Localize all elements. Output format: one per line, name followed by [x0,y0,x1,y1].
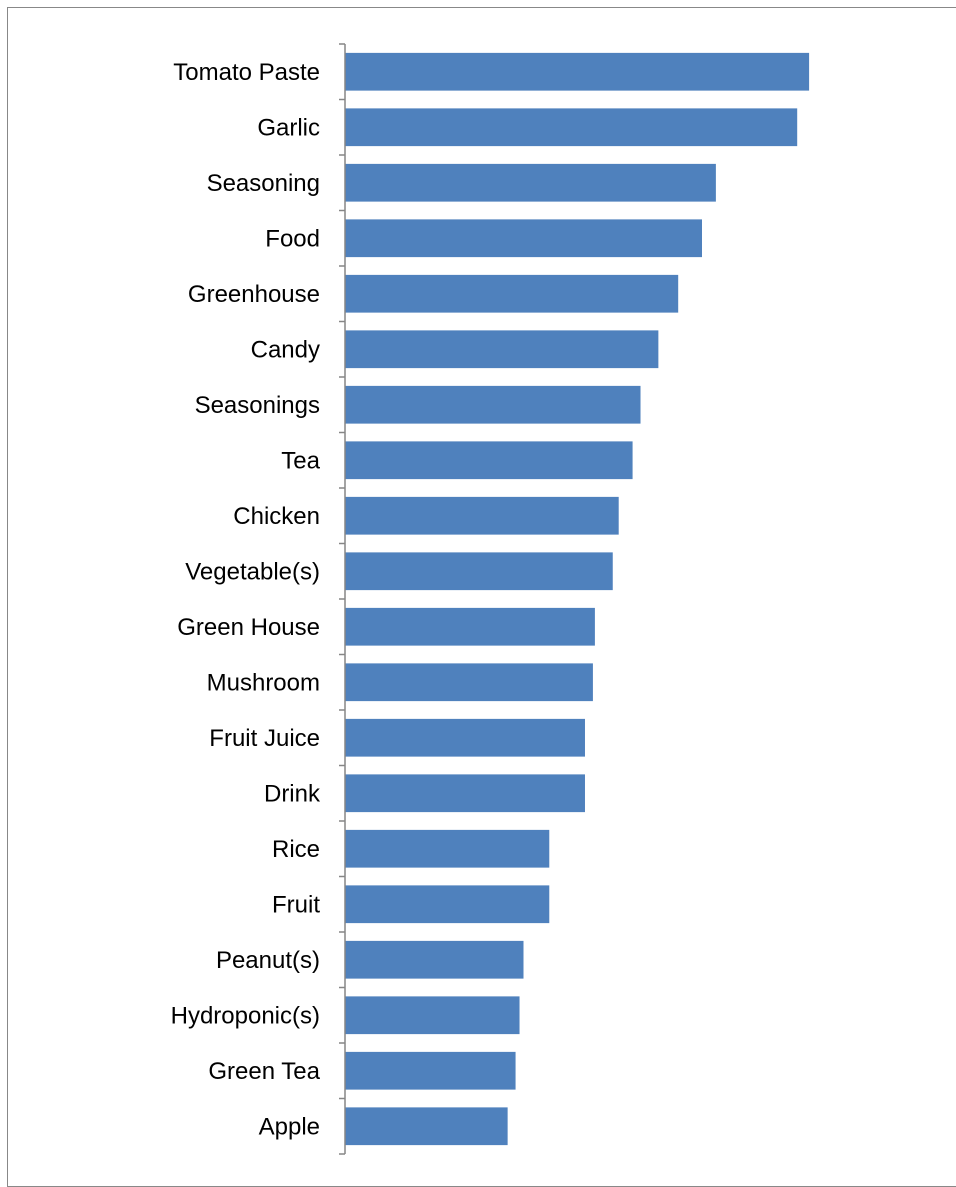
bar [345,496,619,535]
bar [345,52,810,91]
bar [345,274,679,313]
bar [345,108,798,147]
category-label: Candy [251,336,320,363]
bar [345,718,585,757]
bar [345,219,702,258]
category-label: Food [265,225,320,252]
category-label: Mushroom [207,669,320,696]
category-label: Seasoning [207,170,320,197]
bar [345,552,613,591]
category-label: Tea [281,447,320,474]
category-label: Green Tea [208,1058,320,1085]
bar [345,385,641,424]
bar [345,829,550,868]
category-label: Greenhouse [188,281,320,308]
bar [345,940,524,979]
bar [345,663,593,702]
category-label: Seasonings [195,392,320,419]
category-label: Apple [259,1113,320,1140]
chart-frame [7,7,956,1187]
category-label: Tomato Paste [173,59,320,86]
category-label: Peanut(s) [216,947,320,974]
category-label: Garlic [257,114,320,141]
category-label: Green House [177,614,320,641]
bar [345,441,633,480]
bars-layer [345,52,810,1146]
category-axis [339,43,346,1155]
bar [345,885,550,924]
category-label: Vegetable(s) [185,558,320,585]
bar [345,996,520,1035]
category-labels: Tomato Paste Garlic Seasoning Food Greenhous… [171,59,321,1141]
category-label: Fruit Juice [209,725,320,752]
category-label: Drink [264,780,321,807]
category-label: Hydroponic(s) [171,1002,320,1029]
bar [345,607,595,646]
bar [345,774,585,813]
bar [345,1107,508,1146]
bar [345,1051,516,1090]
bar [345,163,716,202]
category-label: Fruit [272,891,320,918]
bar [345,330,659,369]
category-label: Chicken [233,503,320,530]
category-label: Rice [272,836,320,863]
